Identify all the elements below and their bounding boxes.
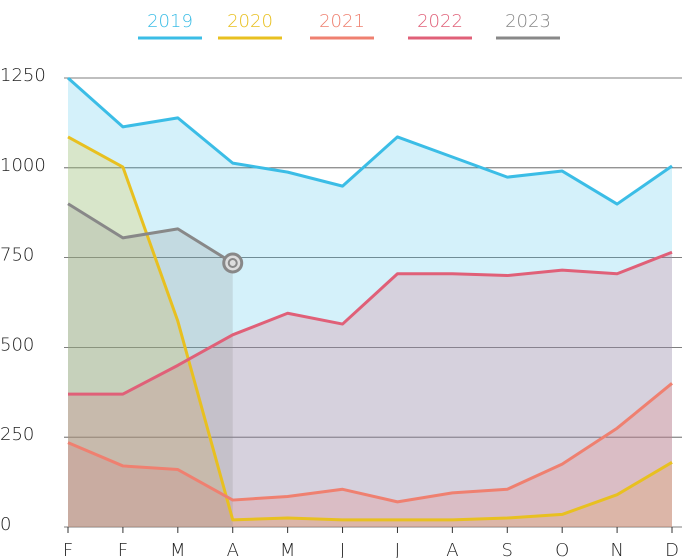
end-marker-inner [227,257,238,268]
x-tick-label: J [395,540,400,558]
end-marker [222,252,244,274]
line [68,250,673,396]
area [68,383,672,527]
x-tick-label: M [280,540,296,558]
y-tick-label: 250 [0,424,34,445]
legend-label: 2020 [227,11,273,32]
x-tick-label: F [63,540,73,558]
x-tick-label: A [227,540,239,558]
y-tick-label: 0 [0,514,11,535]
x-tick-label: S [502,540,513,558]
legend-label: 2022 [417,11,463,32]
y-tick-label: 1000 [0,155,46,176]
x-tick-label: F [118,540,128,558]
line [67,76,673,206]
line [67,382,673,504]
x-tick-label: N [610,540,623,558]
area [68,78,672,527]
x-tick-label: J [340,540,345,558]
legend-label: 2021 [319,11,365,32]
x-tick-label: D [665,540,679,558]
area [68,252,672,527]
legend-label: 2023 [505,11,551,32]
y-tick-label: 1250 [0,65,46,86]
legend-label: 2019 [147,11,193,32]
x-tick-label: A [446,540,458,558]
y-tick-label: 500 [0,334,34,355]
area [68,203,233,527]
x-tick-label: O [555,540,569,558]
x-tick-label: M [170,540,186,558]
area [68,136,672,527]
line [67,202,234,265]
y-tick-label: 750 [0,245,34,266]
line [67,135,673,522]
